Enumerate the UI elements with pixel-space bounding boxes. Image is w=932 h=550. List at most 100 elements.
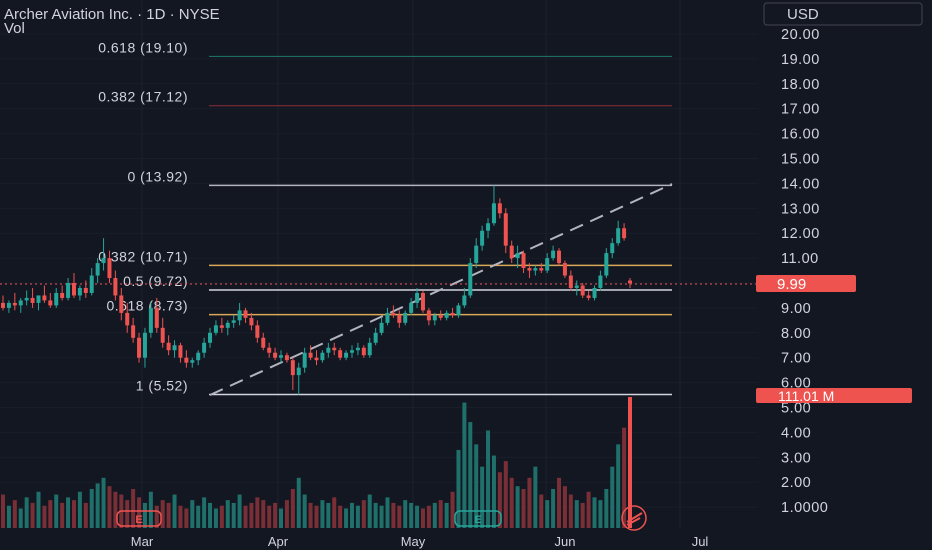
candle-body — [320, 352, 325, 361]
candle-body — [42, 295, 47, 301]
volume-bar — [462, 402, 467, 528]
y-tick-label: 6.00 — [781, 376, 811, 392]
candle-body — [385, 312, 390, 323]
candle-body — [349, 350, 354, 353]
candle-body — [397, 315, 402, 323]
volume-bar — [521, 488, 526, 528]
y-tick-label: 18.00 — [781, 77, 820, 93]
volume-bar — [1, 494, 5, 528]
last-price-value: 9.99 — [777, 276, 806, 293]
candle-body — [557, 250, 562, 264]
volume-bar — [172, 494, 177, 528]
volume-bar — [426, 505, 431, 528]
candle-body — [290, 360, 295, 376]
volume-bar — [154, 505, 159, 528]
volume-bar — [261, 500, 266, 528]
volume-bar — [107, 486, 112, 528]
candle-body — [468, 263, 473, 296]
volume-bar — [48, 500, 53, 528]
candle-body — [545, 258, 550, 271]
volume-bar — [444, 502, 449, 528]
volume-bar — [628, 397, 632, 528]
y-tick-label: 3.00 — [781, 450, 811, 466]
volume-bar — [385, 497, 390, 528]
candle-body — [89, 275, 94, 293]
dividend-marker[interactable] — [621, 505, 647, 531]
candle-body — [533, 268, 538, 271]
candle-body — [622, 228, 627, 239]
candle-body — [444, 312, 449, 318]
volume-bar — [267, 505, 272, 528]
volume-bar — [379, 505, 384, 528]
candle-body — [113, 278, 118, 296]
x-tick-label: May — [401, 534, 426, 549]
candle-body — [267, 347, 272, 353]
volume-bar — [284, 500, 289, 528]
fib-level-label: 0.382 (17.12) — [98, 89, 188, 105]
volume-bar — [420, 508, 425, 528]
x-tick-label: Jul — [692, 534, 709, 549]
candle-body — [284, 355, 289, 361]
last-volume-tag — [756, 388, 912, 403]
volume-bar — [480, 466, 485, 528]
y-tick-label: 4.00 — [781, 425, 811, 441]
fib-level-label: 0.618 (8.73) — [107, 298, 189, 314]
vol-label: Vol — [4, 20, 25, 37]
last-price-tag — [756, 275, 856, 292]
volume-bar — [243, 505, 248, 528]
candle-body — [142, 332, 147, 358]
candle-body — [279, 355, 284, 358]
fib-level-label: 0 (13.92) — [127, 168, 188, 184]
candle-body — [225, 322, 230, 328]
volume-bar — [610, 466, 615, 528]
volume-bar — [208, 502, 213, 528]
volume-bar — [580, 502, 585, 528]
volume-bar — [137, 497, 142, 528]
y-tick-label: 9.00 — [781, 301, 811, 317]
candle-body — [243, 310, 248, 318]
candle-body — [184, 357, 189, 363]
candle-body — [391, 312, 396, 316]
trend-channel-line[interactable] — [209, 183, 673, 396]
candle-body — [616, 228, 621, 244]
candle-body — [314, 357, 319, 361]
volume-bar — [213, 508, 218, 528]
candle-body — [101, 258, 106, 264]
volume-bar — [290, 488, 295, 528]
volume-bar — [273, 502, 278, 528]
volume-bar — [515, 486, 520, 528]
volume-bar — [486, 430, 491, 528]
y-tick-label: 14.00 — [781, 176, 820, 192]
earnings-marker-mar[interactable] — [116, 510, 162, 527]
volume-bar — [6, 505, 11, 528]
currency-button[interactable] — [763, 2, 923, 26]
volume-bar — [196, 505, 201, 528]
candle-body — [361, 347, 366, 356]
volume-bar — [24, 497, 29, 528]
candle-body — [83, 287, 88, 293]
candle-body — [154, 307, 159, 328]
candle-body — [6, 302, 11, 308]
candle-body — [261, 337, 266, 348]
volume-bar — [237, 494, 242, 528]
volume-bar — [491, 455, 496, 528]
earnings-marker-may[interactable] — [454, 510, 502, 527]
candle-body — [527, 268, 532, 271]
volume-bar — [42, 505, 47, 528]
volume-bar — [533, 466, 538, 528]
earnings-markers[interactable]: E E — [116, 505, 647, 531]
candle-body — [60, 292, 65, 298]
volume-bar — [450, 491, 455, 528]
volume-bar — [497, 472, 502, 528]
candle-body — [137, 337, 142, 358]
volume-bar — [95, 483, 100, 528]
volume-bar — [338, 505, 343, 528]
y-tick-label: 8.00 — [781, 326, 811, 342]
candle-body — [438, 315, 443, 318]
volume-bar — [415, 505, 420, 528]
volume-bar — [160, 500, 165, 528]
volume-bar — [349, 502, 354, 528]
y-tick-label: 1.0000 — [781, 500, 828, 516]
candle-body — [237, 310, 242, 321]
